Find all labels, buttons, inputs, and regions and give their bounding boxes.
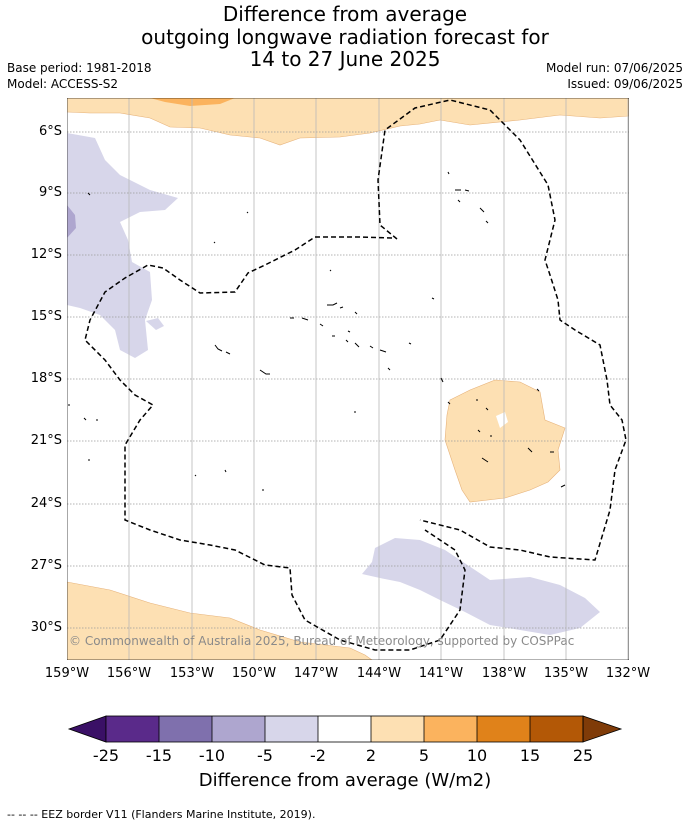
colorbar-label: -25	[92, 746, 120, 765]
model-name: Model: ACCESS-S2	[7, 77, 119, 91]
lat-label: 15°S	[30, 309, 62, 324]
issued-date: Issued: 09/06/2025	[567, 77, 683, 91]
lon-label: 150°W	[231, 666, 277, 681]
lon-label: 132°W	[605, 666, 651, 681]
anomaly-negative-patch	[146, 318, 164, 330]
colorbar-label: -10	[198, 746, 226, 765]
eez-legend: -- -- -- EEZ border V11 (Flanders Marine…	[7, 808, 316, 821]
colorbar-label: 15	[519, 746, 541, 765]
islands	[68, 171, 566, 491]
lat-label: 24°S	[30, 496, 62, 511]
anomaly-positive-top	[67, 98, 629, 146]
lat-label: 21°S	[30, 433, 62, 448]
lon-label: 159°W	[44, 666, 90, 681]
colorbar-bin	[371, 716, 424, 742]
lat-label: 12°S	[30, 247, 62, 262]
lon-label: 147°W	[293, 666, 339, 681]
anomaly-positive-southwest	[67, 581, 373, 660]
lon-label: 141°W	[418, 666, 464, 681]
colorbar-bin	[477, 716, 530, 742]
colorbar-arrow-high	[582, 715, 623, 743]
colorbar	[67, 715, 623, 743]
anomaly-positive-top-strong	[150, 98, 235, 106]
colorbar-bin	[106, 716, 159, 742]
colorbar-label: 5	[418, 746, 430, 765]
colorbar-label: 10	[466, 746, 488, 765]
meta-left: Base period: 1981-2018 Model: ACCESS-S2	[7, 60, 152, 92]
colorbar-bin	[318, 716, 371, 742]
lat-label: 18°S	[30, 371, 62, 386]
lon-label: 144°W	[356, 666, 402, 681]
colorbar-label: -15	[145, 746, 173, 765]
colorbar-arrow-low	[67, 715, 107, 743]
colorbar-label: -2	[310, 746, 326, 765]
lat-label: 30°S	[30, 620, 62, 635]
lon-label: 156°W	[106, 666, 152, 681]
anomaly-negative-west	[67, 133, 178, 358]
lat-label: 9°S	[38, 185, 62, 200]
colorbar-title: Difference from average (W/m2)	[198, 770, 492, 791]
lat-label: 6°S	[38, 124, 62, 139]
eez-border	[84, 99, 627, 651]
colorbar-label: 25	[572, 746, 594, 765]
title-line-2: outgoing longwave radiation forecast for	[141, 24, 549, 49]
copyright-note: © Commonwealth of Australia 2025, Bureau…	[69, 634, 575, 648]
colorbar-bin	[265, 716, 318, 742]
colorbar-label: 2	[365, 746, 377, 765]
map-title: Difference from average outgoing longwav…	[0, 3, 690, 71]
colorbar-bin	[159, 716, 212, 742]
colorbar-bin	[424, 716, 477, 742]
lon-label: 135°W	[543, 666, 589, 681]
lat-label: 27°S	[30, 558, 62, 573]
colorbar-label: -5	[257, 746, 273, 765]
anomaly-negative-south	[362, 538, 600, 635]
colorbar-bin	[530, 716, 583, 742]
map-area	[67, 98, 629, 660]
base-period: Base period: 1981-2018	[7, 61, 152, 75]
lon-label: 153°W	[169, 666, 215, 681]
lon-label: 138°W	[481, 666, 527, 681]
colorbar-bin	[212, 716, 265, 742]
model-run: Model run: 07/06/2025	[545, 61, 683, 75]
anomaly-negative-west-strong	[67, 205, 76, 238]
title-line-3: 14 to 27 June 2025	[249, 47, 441, 71]
graticule	[67, 131, 629, 629]
meta-right: Model run: 07/06/2025 Issued: 09/06/2025	[546, 60, 683, 92]
title-line-1: Difference from average	[222, 2, 468, 26]
